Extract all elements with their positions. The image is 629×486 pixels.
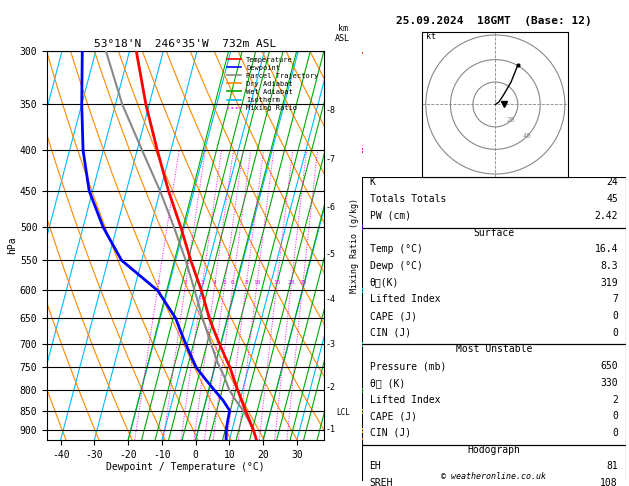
Text: 0: 0 (612, 311, 618, 321)
Text: 108: 108 (600, 478, 618, 486)
Y-axis label: hPa: hPa (7, 237, 17, 254)
Text: -7: -7 (325, 155, 335, 164)
Text: 2: 2 (612, 395, 618, 404)
Bar (362, 227, 626, 345)
Text: Hodograph: Hodograph (467, 445, 520, 455)
Text: 2: 2 (184, 279, 187, 285)
Text: θᴏ(K): θᴏ(K) (370, 278, 399, 288)
Text: Dewp (°C): Dewp (°C) (370, 261, 423, 271)
Text: 8.3: 8.3 (600, 261, 618, 271)
Text: Lifted Index: Lifted Index (370, 395, 440, 404)
Text: -2: -2 (325, 383, 335, 392)
Text: θᴏ (K): θᴏ (K) (370, 378, 405, 388)
Text: K: K (370, 177, 376, 188)
Text: 24: 24 (606, 177, 618, 188)
Text: 7: 7 (612, 295, 618, 304)
Bar (362, 445, 626, 486)
Text: 0: 0 (612, 328, 618, 338)
Text: 4: 4 (213, 279, 216, 285)
Text: Surface: Surface (473, 227, 515, 238)
Text: CAPE (J): CAPE (J) (370, 311, 416, 321)
Text: Mixing Ratio (g/kg): Mixing Ratio (g/kg) (350, 198, 359, 293)
Text: -1: -1 (325, 425, 335, 434)
Text: -3: -3 (325, 340, 335, 348)
Text: © weatheronline.co.uk: © weatheronline.co.uk (442, 472, 546, 481)
Text: 10: 10 (253, 279, 260, 285)
Text: 330: 330 (600, 378, 618, 388)
Text: km
ASL: km ASL (335, 24, 350, 43)
Text: SREH: SREH (370, 478, 393, 486)
Text: -5: -5 (325, 250, 335, 259)
Text: 25.09.2024  18GMT  (Base: 12): 25.09.2024 18GMT (Base: 12) (396, 16, 592, 26)
Text: 5: 5 (223, 279, 226, 285)
Text: 16.4: 16.4 (594, 244, 618, 254)
Text: 8: 8 (244, 279, 248, 285)
Text: 319: 319 (600, 278, 618, 288)
Text: 25: 25 (299, 279, 306, 285)
Text: EH: EH (370, 461, 381, 471)
Text: 20: 20 (507, 117, 515, 123)
Text: Lifted Index: Lifted Index (370, 295, 440, 304)
Text: -8: -8 (325, 105, 335, 115)
Text: CAPE (J): CAPE (J) (370, 411, 416, 421)
Text: -6: -6 (325, 203, 335, 212)
Text: 2.42: 2.42 (594, 211, 618, 221)
Text: 0: 0 (612, 411, 618, 421)
Text: 650: 650 (600, 361, 618, 371)
Text: LCL: LCL (336, 408, 350, 417)
Text: 20: 20 (287, 279, 295, 285)
Text: 6: 6 (231, 279, 235, 285)
Text: 45: 45 (606, 194, 618, 204)
Text: 3: 3 (201, 279, 204, 285)
Text: 0: 0 (612, 428, 618, 438)
Title: 53°18'N  246°35'W  732m ASL: 53°18'N 246°35'W 732m ASL (94, 39, 277, 49)
Text: 40: 40 (523, 133, 531, 139)
Text: 15: 15 (273, 279, 281, 285)
Text: kt: kt (426, 33, 436, 41)
Bar (362, 177, 626, 227)
Text: Temp (°C): Temp (°C) (370, 244, 423, 254)
X-axis label: Dewpoint / Temperature (°C): Dewpoint / Temperature (°C) (106, 462, 265, 472)
Legend: Temperature, Dewpoint, Parcel Trajectory, Dry Adiabat, Wet Adiabat, Isotherm, Mi: Temperature, Dewpoint, Parcel Trajectory… (225, 54, 320, 113)
Text: CIN (J): CIN (J) (370, 328, 411, 338)
Text: Most Unstable: Most Unstable (455, 345, 532, 354)
Text: -4: -4 (325, 295, 335, 304)
Text: Pressure (mb): Pressure (mb) (370, 361, 446, 371)
Text: 81: 81 (606, 461, 618, 471)
Text: PW (cm): PW (cm) (370, 211, 411, 221)
Bar (362, 345, 626, 445)
Text: 1: 1 (157, 279, 160, 285)
Text: Totals Totals: Totals Totals (370, 194, 446, 204)
Text: CIN (J): CIN (J) (370, 428, 411, 438)
